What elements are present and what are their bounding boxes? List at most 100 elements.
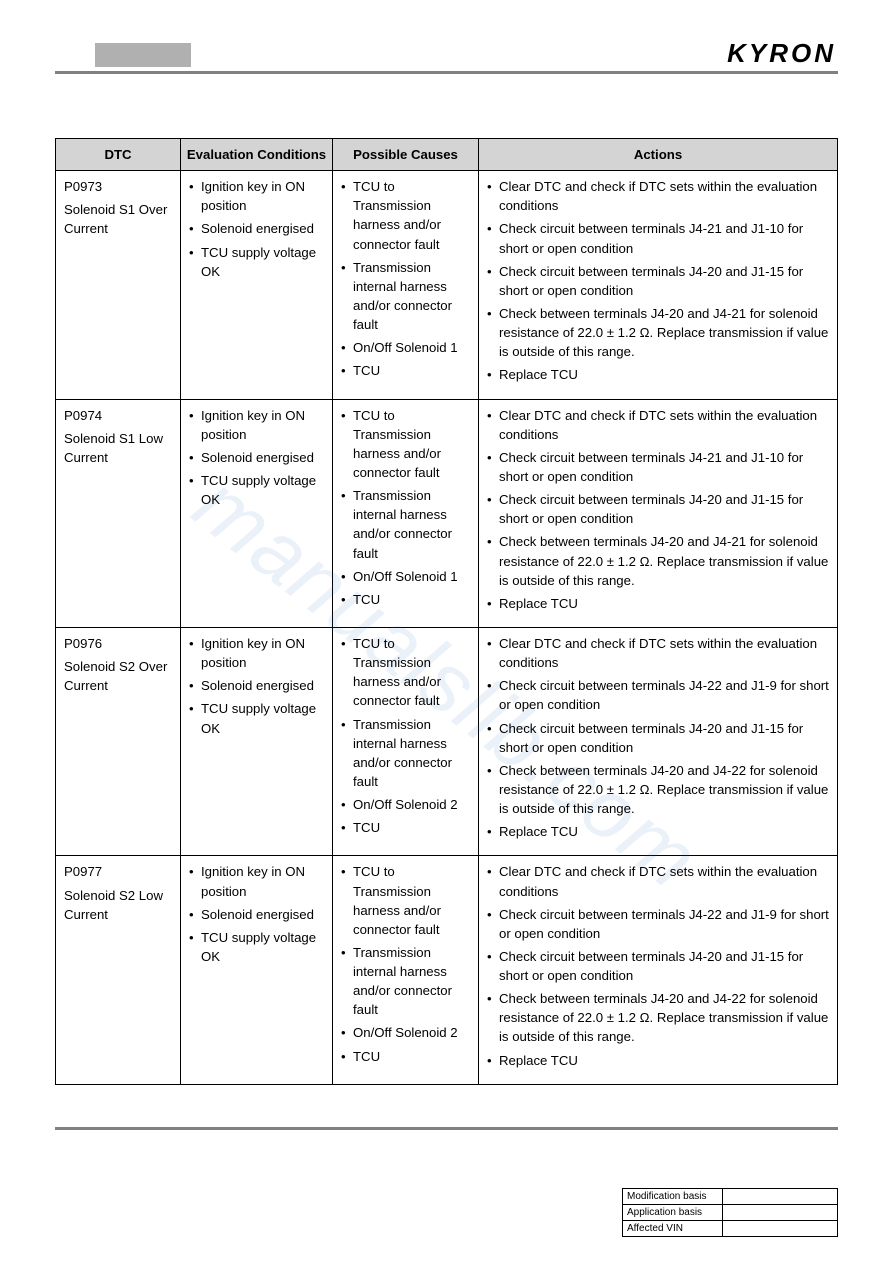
cell-actions: Clear DTC and check if DTC sets within t… — [479, 171, 838, 399]
dtc-desc: Solenoid S2 Over Current — [64, 657, 172, 695]
col-header-causes: Possible Causes — [333, 139, 479, 171]
page-header: KYRON — [55, 38, 838, 67]
list-item: On/Off Solenoid 1 — [341, 567, 470, 586]
list-item: Replace TCU — [487, 594, 829, 613]
list-item: TCU — [341, 818, 470, 837]
list-item: Check circuit between terminals J4-22 an… — [487, 676, 829, 714]
dtc-code: P0976 — [64, 634, 172, 653]
dtc-code: P0977 — [64, 862, 172, 881]
cell-actions-list: Clear DTC and check if DTC sets within t… — [487, 634, 829, 841]
list-item: Transmission internal harness and/or con… — [341, 258, 470, 335]
footer-meta-value — [723, 1189, 838, 1205]
cell-actions: Clear DTC and check if DTC sets within t… — [479, 399, 838, 627]
cell-eval: Ignition key in ON positionSolenoid ener… — [181, 856, 333, 1084]
footer-rule — [55, 1127, 838, 1130]
list-item: Solenoid energised — [189, 905, 324, 924]
footer-meta-row: Modification basis — [623, 1189, 838, 1205]
list-item: TCU — [341, 1047, 470, 1066]
footer-meta-body: Modification basisApplication basisAffec… — [623, 1189, 838, 1237]
footer-meta-label: Application basis — [623, 1205, 723, 1221]
list-item: Check circuit between terminals J4-21 an… — [487, 219, 829, 257]
list-item: TCU to Transmission harness and/or conne… — [341, 634, 470, 711]
cell-causes-list: TCU to Transmission harness and/or conne… — [341, 634, 470, 837]
list-item: Solenoid energised — [189, 448, 324, 467]
cell-causes-list: TCU to Transmission harness and/or conne… — [341, 406, 470, 609]
cell-causes-list: TCU to Transmission harness and/or conne… — [341, 862, 470, 1065]
list-item: Check circuit between terminals J4-20 an… — [487, 947, 829, 985]
list-item: Check circuit between terminals J4-20 an… — [487, 490, 829, 528]
cell-dtc: P0977 Solenoid S2 Low Current — [56, 856, 181, 1084]
list-item: TCU to Transmission harness and/or conne… — [341, 177, 470, 254]
cell-eval-list: Ignition key in ON positionSolenoid ener… — [189, 862, 324, 966]
footer-meta-table: Modification basisApplication basisAffec… — [622, 1188, 838, 1237]
dtc-desc: Solenoid S1 Low Current — [64, 429, 172, 467]
list-item: On/Off Solenoid 2 — [341, 795, 470, 814]
list-item: Clear DTC and check if DTC sets within t… — [487, 406, 829, 444]
footer-meta-row: Application basis — [623, 1205, 838, 1221]
list-item: TCU supply voltage OK — [189, 699, 324, 737]
page: KYRON DTC Evaluation Conditions Possible… — [0, 0, 893, 1170]
cell-eval-list: Ignition key in ON position Solenoid ener… — [189, 406, 324, 510]
list-item: Replace TCU — [487, 1051, 829, 1070]
cell-actions-list: Clear DTC and check if DTC sets within t… — [487, 177, 829, 384]
cell-causes: TCU to Transmission harness and/or conne… — [333, 399, 479, 627]
header-grey-block — [95, 43, 191, 67]
cell-eval: Ignition key in ON positionSolenoid ener… — [181, 171, 333, 399]
list-item: Replace TCU — [487, 365, 829, 384]
dtc-code: P0973 — [64, 177, 172, 196]
cell-actions-list: Clear DTC and check if DTC sets within t… — [487, 862, 829, 1069]
list-item: Clear DTC and check if DTC sets within t… — [487, 177, 829, 215]
list-item: TCU supply voltage OK — [189, 471, 324, 509]
cell-actions: Clear DTC and check if DTC sets within t… — [479, 856, 838, 1084]
cell-actions-list: Clear DTC and check if DTC sets within t… — [487, 406, 829, 613]
footer-meta-value — [723, 1221, 838, 1237]
footer-meta-row: Affected VIN — [623, 1221, 838, 1237]
table-head: DTC Evaluation Conditions Possible Cause… — [56, 139, 838, 171]
header-rule — [55, 71, 838, 74]
list-item: Check between terminals J4-20 and J4-21 … — [487, 304, 829, 361]
list-item: TCU to Transmission harness and/or conne… — [341, 406, 470, 483]
list-item: TCU — [341, 361, 470, 380]
dtc-desc: Solenoid S1 Over Current — [64, 200, 172, 238]
table-row: P0973 Solenoid S1 Over Current Ignition ke… — [56, 171, 838, 399]
list-item: Ignition key in ON position — [189, 406, 324, 444]
list-item: Check between terminals J4-20 and J4-21 … — [487, 532, 829, 589]
col-header-dtc: DTC — [56, 139, 181, 171]
cell-dtc: P0973 Solenoid S1 Over Current — [56, 171, 181, 399]
list-item: Check circuit between terminals J4-20 an… — [487, 719, 829, 757]
list-item: Transmission internal harness and/or con… — [341, 715, 470, 792]
list-item: Check between terminals J4-20 and J4-22 … — [487, 989, 829, 1046]
list-item: Check between terminals J4-20 and J4-22 … — [487, 761, 829, 818]
list-item: Replace TCU — [487, 822, 829, 841]
table-body: P0973 Solenoid S1 Over Current Ignition ke… — [56, 171, 838, 1085]
list-item: Solenoid energised — [189, 219, 324, 238]
list-item: Clear DTC and check if DTC sets within t… — [487, 634, 829, 672]
brand-logo-text: KYRON — [727, 38, 836, 69]
table-header-row: DTC Evaluation Conditions Possible Cause… — [56, 139, 838, 171]
dtc-desc: Solenoid S2 Low Current — [64, 886, 172, 924]
list-item: Clear DTC and check if DTC sets within t… — [487, 862, 829, 900]
cell-causes: TCU to Transmission harness and/or conne… — [333, 627, 479, 855]
cell-dtc: P0976 Solenoid S2 Over Current — [56, 627, 181, 855]
list-item: TCU supply voltage OK — [189, 928, 324, 966]
list-item: Check circuit between terminals J4-20 an… — [487, 262, 829, 300]
list-item: Check circuit between terminals J4-21 an… — [487, 448, 829, 486]
list-item: Check circuit between terminals J4-22 an… — [487, 905, 829, 943]
col-header-actions: Actions — [479, 139, 838, 171]
cell-causes-list: TCU to Transmission harness and/or conne… — [341, 177, 470, 380]
cell-eval-list: Ignition key in ON positionSolenoid ener… — [189, 177, 324, 281]
cell-causes: TCU to Transmission harness and/or conne… — [333, 171, 479, 399]
table-row: P0976 Solenoid S2 Over Current Ignition ke… — [56, 627, 838, 855]
table-row: P0974 Solenoid S1 Low Current Ignition key… — [56, 399, 838, 627]
content-area: DTC Evaluation Conditions Possible Cause… — [55, 138, 838, 1085]
dtc-code: P0974 — [64, 406, 172, 425]
cell-causes: TCU to Transmission harness and/or conne… — [333, 856, 479, 1084]
cell-eval: Ignition key in ON position Solenoid ener… — [181, 399, 333, 627]
cell-eval-list: Ignition key in ON positionSolenoid ener… — [189, 634, 324, 738]
footer-meta-label: Affected VIN — [623, 1221, 723, 1237]
list-item: TCU to Transmission harness and/or conne… — [341, 862, 470, 939]
col-header-eval: Evaluation Conditions — [181, 139, 333, 171]
cell-actions: Clear DTC and check if DTC sets within t… — [479, 627, 838, 855]
list-item: TCU — [341, 590, 470, 609]
list-item: Transmission internal harness and/or con… — [341, 486, 470, 563]
